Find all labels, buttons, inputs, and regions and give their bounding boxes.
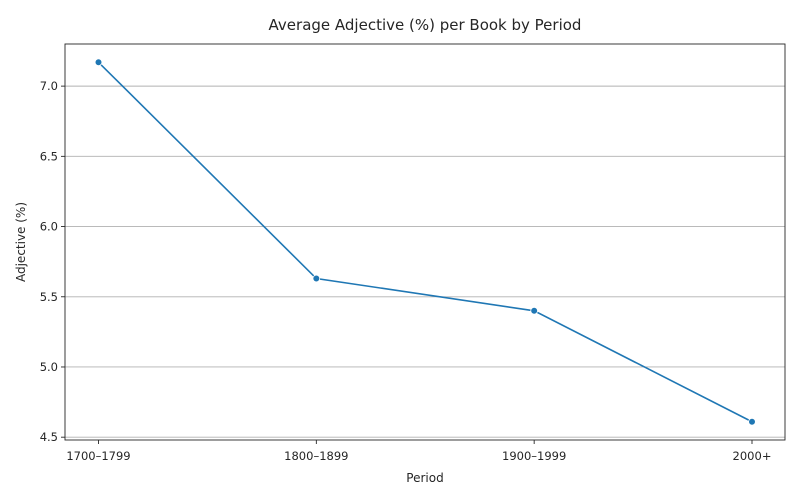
data-points (94, 58, 756, 426)
data-point (94, 58, 103, 67)
x-tick-label: 1800–1899 (284, 449, 348, 463)
data-point (530, 307, 538, 315)
gridlines (65, 85, 785, 438)
y-tick-label: 5.5 (40, 290, 58, 304)
x-axis-ticks: 1700–1799 1800–1899 1900–1999 2000+ (66, 440, 771, 463)
y-axis-label: Adjective (%) (14, 202, 28, 282)
y-tick-label: 6.0 (40, 220, 58, 234)
x-tick-label: 1700–1799 (66, 449, 130, 463)
data-point (748, 417, 756, 426)
plot-frame (64, 43, 786, 441)
series-line (97, 61, 753, 423)
x-tick-label: 1900–1999 (502, 449, 566, 463)
y-tick-label: 4.5 (40, 430, 58, 444)
y-tick-label: 5.0 (40, 360, 58, 374)
x-tick-label: 2000+ (733, 449, 772, 463)
y-tick-label: 6.5 (40, 149, 58, 163)
chart-title: Average Adjective (%) per Book by Period (269, 16, 582, 34)
data-point (312, 274, 321, 283)
y-axis-ticks: 4.5 5.0 5.5 6.0 6.5 7.0 (40, 79, 65, 444)
x-axis-label: Period (406, 471, 443, 485)
y-tick-label: 7.0 (40, 79, 58, 93)
